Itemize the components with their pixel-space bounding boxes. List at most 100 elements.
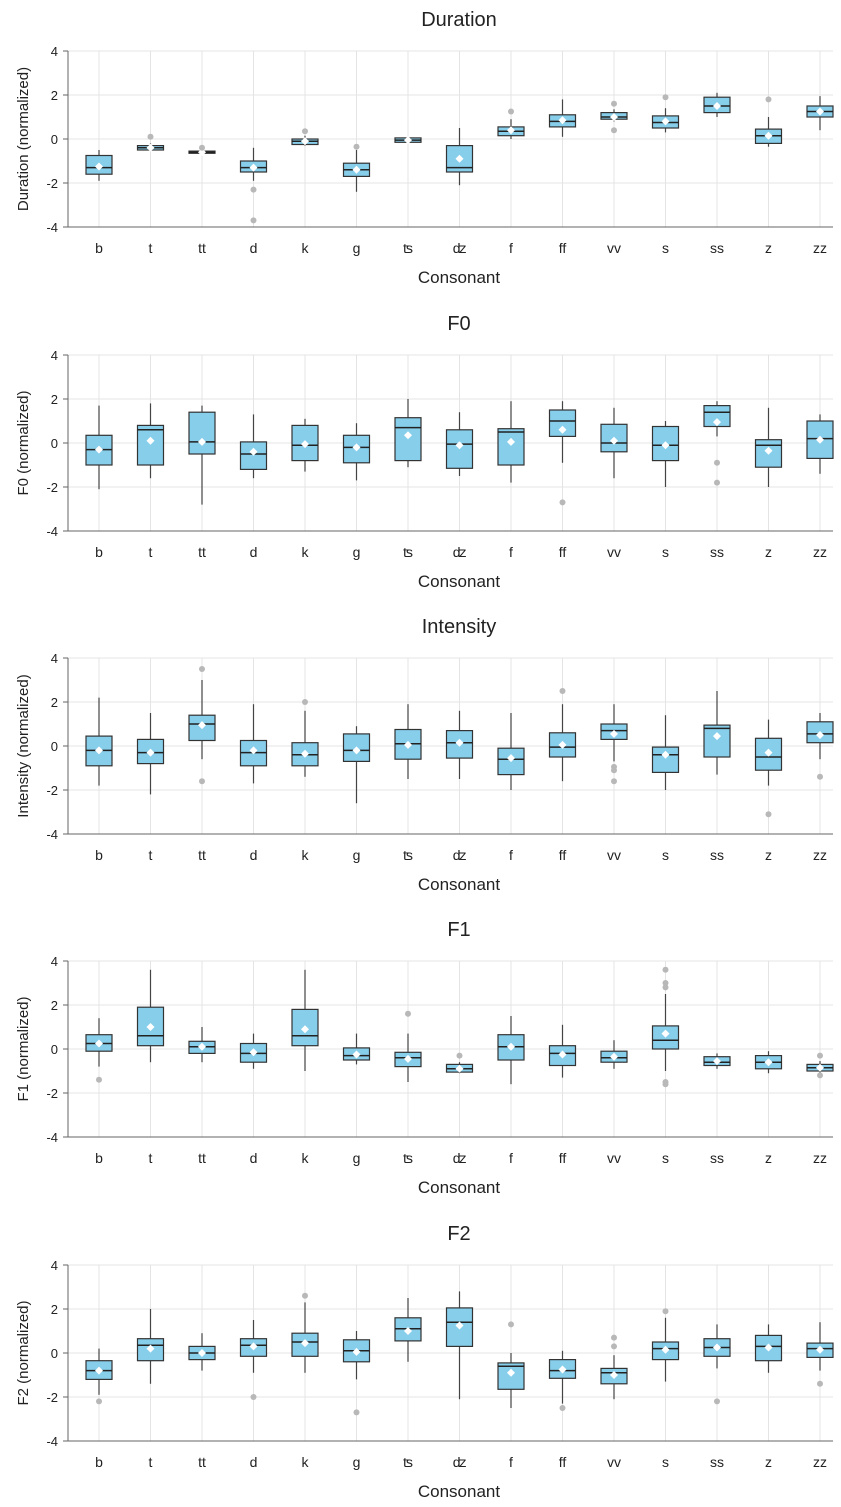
mean-marker — [661, 117, 670, 126]
x-tick-label: g — [353, 240, 361, 256]
y-tick-label: 0 — [51, 132, 58, 147]
x-tick-label: s — [662, 544, 669, 560]
mean-marker — [764, 1058, 773, 1067]
mean-marker — [352, 1347, 361, 1356]
outlier-point — [559, 499, 566, 506]
box-k — [291, 969, 319, 1071]
mean-marker — [455, 1321, 464, 1330]
x-tick-label: d — [250, 544, 258, 560]
box-iqr — [188, 411, 216, 455]
x-tick-label: g — [353, 1454, 361, 1470]
box-d — [239, 147, 268, 224]
box-ʣ — [445, 710, 474, 779]
x-tick-label: z — [765, 240, 772, 256]
outlier-point — [302, 699, 308, 705]
y-tick-label: 0 — [51, 1042, 58, 1057]
outlier-point — [199, 144, 205, 151]
outlier-point — [714, 459, 720, 466]
box-zz — [806, 713, 834, 780]
box-iqr — [703, 405, 731, 428]
x-tick-label: t — [149, 544, 153, 560]
x-axis-label: Consonant — [418, 1178, 501, 1197]
box-f — [497, 401, 525, 483]
mean-marker — [816, 1063, 824, 1072]
box-ff — [548, 688, 577, 782]
x-tick-label: k — [302, 1150, 310, 1166]
mean-marker — [713, 1343, 721, 1352]
mean-marker — [610, 113, 618, 121]
x-tick-label: d — [250, 1150, 258, 1166]
box-tt — [188, 405, 216, 505]
y-tick-label: 2 — [51, 88, 58, 103]
box-k — [291, 128, 319, 146]
box-ss — [703, 401, 731, 486]
outlier-point — [611, 127, 617, 134]
y-tick-label: 0 — [51, 1346, 58, 1361]
x-tick-label: s — [662, 1150, 669, 1166]
x-tick-label: k — [302, 544, 310, 560]
x-tick-label: ss — [710, 544, 724, 560]
x-tick-label: s — [662, 1454, 669, 1470]
mean-marker — [507, 1042, 515, 1051]
x-tick-label: d — [250, 240, 258, 256]
mean-marker — [404, 1054, 412, 1063]
outlier-point — [250, 186, 257, 193]
x-tick-label: z — [765, 1454, 772, 1470]
x-tick-label: ss — [710, 1150, 724, 1166]
box-g — [342, 1331, 371, 1416]
box-g — [342, 1033, 371, 1065]
box-k — [291, 1292, 319, 1373]
x-axis-label: Consonant — [418, 1482, 501, 1501]
box-z — [754, 407, 783, 487]
outlier-point — [147, 133, 154, 140]
y-tick-label: -2 — [46, 783, 58, 798]
y-tick-label: -4 — [46, 827, 58, 842]
mean-marker — [301, 440, 309, 449]
box-ʦ — [394, 704, 422, 779]
mean-marker — [610, 1371, 618, 1379]
x-axis-label: Consonant — [418, 875, 501, 894]
box-t — [136, 1309, 165, 1384]
x-tick-label: b — [95, 240, 103, 256]
mean-marker — [661, 1345, 670, 1354]
x-tick-label: f — [509, 847, 513, 863]
box-tt — [188, 666, 216, 785]
x-tick-label: ʦ — [403, 847, 413, 863]
box-vv — [600, 407, 628, 479]
mean-marker — [95, 1366, 103, 1375]
mean-marker — [455, 1064, 464, 1073]
x-tick-label: s — [662, 847, 669, 863]
box-k — [291, 418, 319, 472]
x-tick-label: s — [662, 240, 669, 256]
box-ff — [548, 401, 577, 506]
y-tick-label: 2 — [51, 1302, 58, 1317]
outlier-point — [353, 1409, 360, 1416]
box-d — [239, 704, 268, 784]
x-tick-label: k — [302, 1454, 310, 1470]
mean-marker — [713, 732, 721, 741]
mean-marker — [455, 441, 464, 450]
mean-marker — [95, 1039, 103, 1048]
x-tick-label: tt — [198, 847, 206, 863]
mean-marker — [146, 748, 155, 757]
x-tick-label: g — [353, 1150, 361, 1166]
x-tick-label: ʣ — [453, 240, 467, 256]
x-tick-label: t — [149, 1454, 153, 1470]
box-g — [342, 143, 371, 192]
x-tick-label: zz — [813, 1150, 827, 1166]
box-f — [497, 108, 525, 139]
x-tick-label: ss — [710, 240, 724, 256]
box-s — [651, 715, 680, 790]
box-g — [342, 423, 371, 481]
x-tick-label: b — [95, 1150, 103, 1166]
mean-marker — [455, 154, 464, 163]
mean-marker — [816, 731, 824, 739]
box-b — [85, 697, 113, 786]
outlier-point — [250, 1394, 257, 1400]
outlier-point — [96, 1398, 102, 1405]
mean-marker — [301, 137, 309, 146]
y-axis-label: F2 (normalized) — [15, 1300, 32, 1405]
box-z — [754, 719, 783, 818]
x-tick-label: ss — [710, 1454, 724, 1470]
